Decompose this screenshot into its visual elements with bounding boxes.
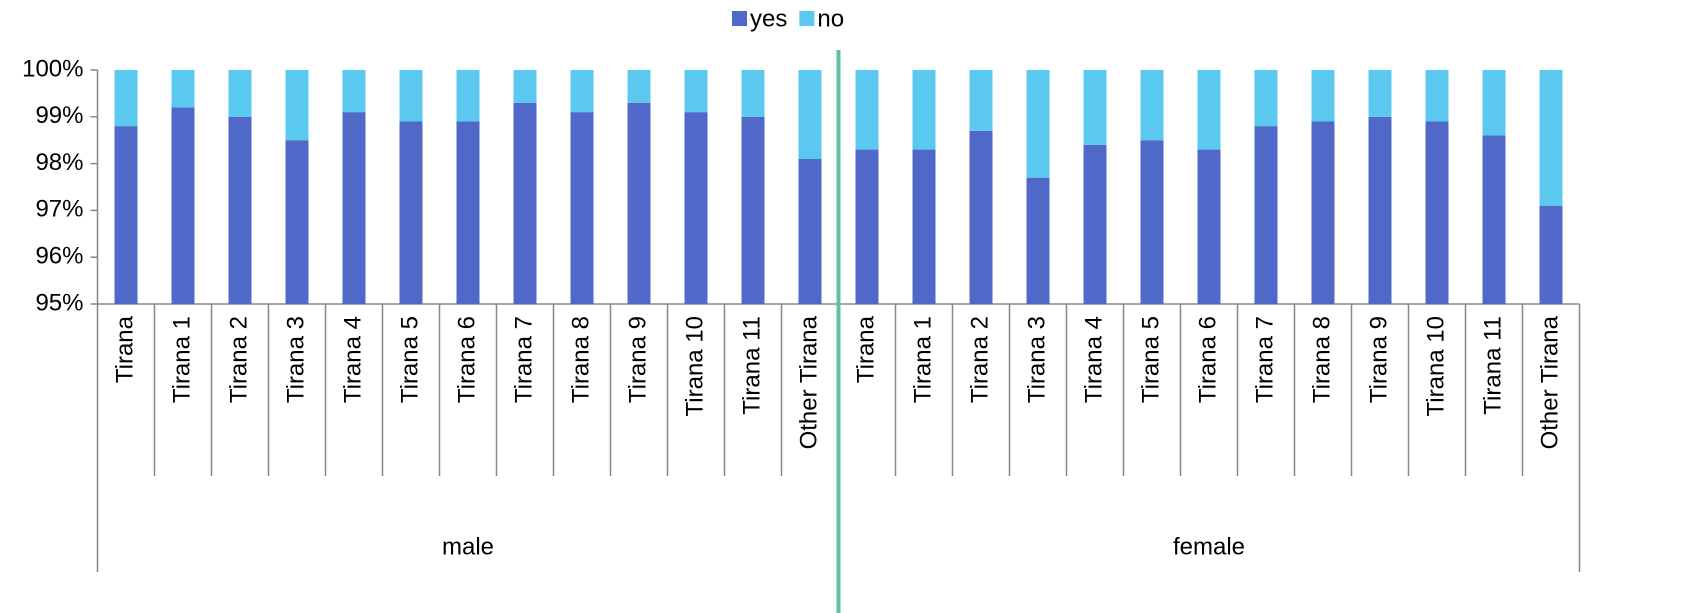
x-tick-label: Tirana [111,315,138,383]
bar-segment [513,102,537,304]
y-tick-label: 96% [35,243,83,270]
bar-segment [1539,70,1563,206]
bar-segment [1197,149,1221,304]
bar-segment [969,70,993,131]
legend-label: yes [750,5,787,32]
bar-segment [1197,70,1221,150]
legend-swatch [732,11,747,26]
x-tick-label: Tirana 8 [1308,316,1335,403]
x-tick-label: Tirana 9 [1365,316,1392,403]
legend-label: no [817,5,844,32]
bar-segment [1140,140,1164,304]
bar-segment [285,140,309,304]
bar-segment [570,70,594,113]
bar-segment [627,70,651,103]
bar-segment [570,112,594,305]
x-tick-label: Tirana 1 [909,316,936,403]
bar-segment [1425,121,1449,304]
y-tick-label: 99% [35,102,83,129]
bar-segment [798,70,822,159]
y-tick-label: 98% [35,149,83,176]
bar-segment [741,116,765,304]
x-tick-label: Other Tirana [1536,315,1563,449]
x-tick-label: Tirana 6 [453,316,480,403]
x-tick-label: Tirana 4 [339,316,366,403]
bar-segment [1482,70,1506,136]
y-tick-label: 97% [35,196,83,223]
bar-segment [741,70,765,117]
bar-segment [912,149,936,304]
x-tick-label: Tirana 6 [1194,316,1221,403]
y-tick-label: 100% [22,55,83,82]
group-label: female [1173,533,1245,560]
bar-segment [627,102,651,304]
bar-segment [228,116,252,304]
x-tick-label: Tirana 11 [738,316,765,415]
y-tick-label: 95% [35,289,83,316]
bar-segment [1482,135,1506,304]
bar-segment [1311,121,1335,304]
bar-segment [912,70,936,150]
bar-segment [1539,205,1563,304]
x-tick-label: Tirana 11 [1479,316,1506,415]
bar-segment [342,112,366,305]
bar-segment [1026,70,1050,178]
x-tick-label: Other Tirana [795,315,822,449]
bar-segment [1368,116,1392,304]
x-tick-label: Tirana 3 [1023,316,1050,403]
bar-segment [1254,70,1278,127]
x-tick-label: Tirana 2 [966,316,993,403]
group-label: male [442,533,494,560]
bar-segment [228,70,252,117]
bar-segment [1311,70,1335,122]
x-tick-label: Tirana 5 [396,316,423,403]
x-tick-label: Tirana [852,315,879,383]
x-tick-label: Tirana 3 [282,316,309,403]
bar-segment [513,70,537,103]
bar-segment [114,126,138,304]
bar-segment [1083,144,1107,304]
bar-segment [456,121,480,304]
bar-segment [969,130,993,304]
x-tick-label: Tirana 7 [510,316,537,403]
bar-segment [1254,126,1278,304]
bar-segment [1083,70,1107,145]
bar-segment [285,70,309,141]
bar-segment [798,158,822,304]
bar-segment [855,70,879,150]
bar-segment [114,70,138,127]
bar-segment [342,70,366,113]
bar-segment [456,70,480,122]
bar-segment [1140,70,1164,141]
x-tick-label: Tirana 5 [1137,316,1164,403]
x-tick-label: Tirana 8 [567,316,594,403]
x-tick-label: Tirana 9 [624,316,651,403]
bar-segment [171,107,195,304]
x-tick-label: Tirana 10 [681,316,708,417]
x-tick-label: Tirana 2 [225,316,252,403]
x-tick-label: Tirana 1 [168,316,195,403]
bar-segment [171,70,195,108]
legend-swatch [799,11,815,26]
bar-segment [399,70,423,122]
x-tick-label: Tirana 4 [1080,316,1107,403]
bar-segment [399,121,423,304]
bar-segment [684,112,708,305]
bar-segment [1368,70,1392,117]
x-tick-label: Tirana 10 [1422,316,1449,417]
bar-segment [1026,177,1050,304]
bar-segment [1425,70,1449,122]
bar-segment [855,149,879,304]
x-tick-label: Tirana 7 [1251,316,1278,403]
bar-segment [684,70,708,113]
